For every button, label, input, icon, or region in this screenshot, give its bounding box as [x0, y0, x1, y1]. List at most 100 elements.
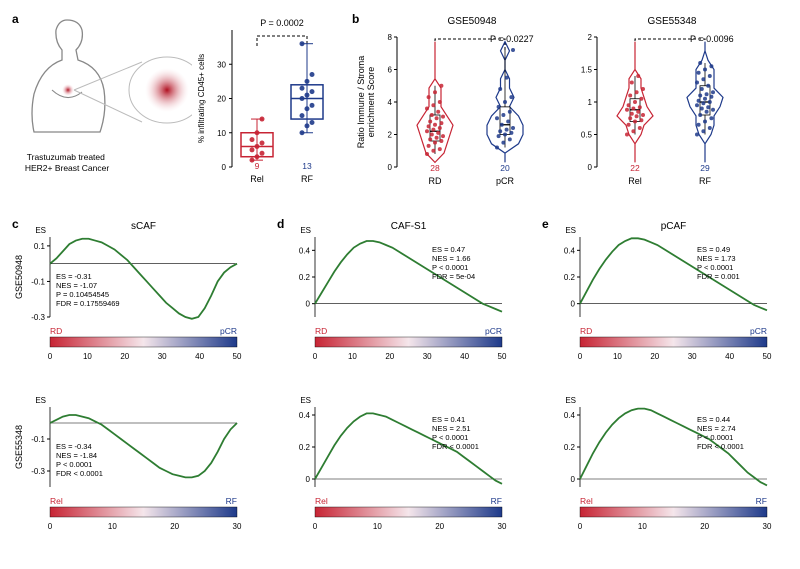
svg-text:10: 10	[348, 352, 357, 361]
svg-text:0.4: 0.4	[299, 411, 311, 420]
svg-text:P < 0.0001: P < 0.0001	[432, 433, 468, 442]
svg-text:40: 40	[195, 352, 204, 361]
svg-text:-0.1: -0.1	[31, 277, 45, 286]
svg-text:30: 30	[688, 352, 697, 361]
svg-text:ES: ES	[300, 396, 311, 405]
svg-text:40: 40	[460, 352, 469, 361]
svg-text:4: 4	[388, 98, 393, 107]
svg-text:0.2: 0.2	[564, 273, 576, 282]
svg-text:28: 28	[430, 163, 440, 173]
svg-text:10: 10	[613, 352, 622, 361]
svg-text:CAF-S1: CAF-S1	[391, 221, 427, 232]
svg-text:P = 0.10454545: P = 0.10454545	[56, 290, 109, 299]
svg-text:pCR: pCR	[496, 176, 515, 186]
svg-text:pCAF: pCAF	[661, 221, 687, 232]
svg-text:enrichment Score: enrichment Score	[366, 67, 376, 138]
svg-text:6: 6	[388, 66, 393, 75]
svg-text:FDR = 5e-04: FDR = 5e-04	[432, 272, 475, 281]
svg-text:Ratio Immune / Stroma: Ratio Immune / Stroma	[356, 56, 366, 149]
svg-text:GSE55348: GSE55348	[14, 425, 24, 469]
svg-text:22: 22	[630, 163, 640, 173]
svg-text:Rel: Rel	[50, 496, 63, 506]
violin-gse55348: GSE5534800.511.52P = 0.009622Rel29RF	[552, 12, 752, 197]
svg-text:RF: RF	[756, 496, 767, 506]
svg-text:20: 20	[120, 352, 129, 361]
svg-text:0.5: 0.5	[581, 131, 593, 140]
svg-text:40: 40	[725, 352, 734, 361]
svg-text:1.5: 1.5	[581, 66, 593, 75]
svg-text:FDR < 0.0001: FDR < 0.0001	[697, 442, 744, 451]
svg-text:0: 0	[578, 352, 583, 361]
svg-text:13: 13	[302, 161, 312, 171]
caption-line1: Trastuzumab treated	[27, 152, 105, 162]
svg-text:RF: RF	[699, 176, 711, 186]
panel-b: b GSE5094802468Ratio Immune / Stromaenri…	[352, 12, 772, 197]
svg-text:30: 30	[217, 60, 226, 69]
caption-line2: HER2+ Breast Cancer	[25, 163, 109, 173]
svg-text:ES = 0.47: ES = 0.47	[432, 245, 465, 254]
svg-text:0: 0	[588, 163, 593, 172]
svg-text:GSE50948: GSE50948	[448, 16, 497, 27]
svg-text:FDR = 0.17559469: FDR = 0.17559469	[56, 299, 120, 308]
svg-text:ES: ES	[565, 226, 576, 235]
svg-text:0: 0	[571, 475, 576, 484]
svg-text:sCAF: sCAF	[131, 221, 156, 232]
svg-text:RD: RD	[580, 326, 592, 336]
svg-text:RD: RD	[315, 326, 327, 336]
svg-text:Rel: Rel	[580, 496, 593, 506]
top-row: a	[12, 12, 788, 197]
svg-text:pCR: pCR	[750, 326, 767, 336]
svg-text:RF: RF	[491, 496, 502, 506]
svg-text:RD: RD	[50, 326, 62, 336]
svg-text:NES = 1.73: NES = 1.73	[697, 254, 736, 263]
svg-text:0: 0	[222, 163, 227, 172]
svg-text:Rel: Rel	[628, 176, 642, 186]
svg-text:0.2: 0.2	[299, 273, 311, 282]
svg-text:0.4: 0.4	[564, 246, 576, 255]
svg-text:NES = 2.74: NES = 2.74	[697, 424, 736, 433]
svg-text:0: 0	[571, 300, 576, 309]
figure: a	[12, 12, 788, 542]
svg-text:P < 0.0001: P < 0.0001	[432, 263, 468, 272]
svg-text:P = 0.0002: P = 0.0002	[260, 18, 304, 28]
svg-text:0: 0	[306, 300, 311, 309]
svg-text:ES = 0.49: ES = 0.49	[697, 245, 730, 254]
anatomy-diagram: Trastuzumab treated HER2+ Breast Cancer	[12, 12, 192, 197]
svg-text:29: 29	[700, 163, 710, 173]
panel-label-d: d	[277, 217, 284, 231]
svg-text:ES = -0.31: ES = -0.31	[56, 272, 92, 281]
gsea-row-2: ES-0.3-0.1ES = -0.34NES = -1.84P < 0.000…	[12, 387, 788, 542]
svg-text:FDR < 0.0001: FDR < 0.0001	[432, 442, 479, 451]
svg-text:0.1: 0.1	[34, 242, 46, 251]
svg-text:20: 20	[385, 352, 394, 361]
svg-text:NES = 2.51: NES = 2.51	[432, 424, 471, 433]
svg-text:NES = -1.84: NES = -1.84	[56, 451, 97, 460]
svg-text:P < 0.0001: P < 0.0001	[697, 263, 733, 272]
gsea-block: sCAFES-0.3-0.10.1ES = -0.31NES = -1.07P …	[12, 217, 788, 542]
panel-a: a	[12, 12, 352, 197]
svg-text:1: 1	[588, 98, 593, 107]
svg-text:50: 50	[763, 352, 772, 361]
svg-text:0.4: 0.4	[564, 411, 576, 420]
gsea-row-1: sCAFES-0.3-0.10.1ES = -0.31NES = -1.07P …	[12, 217, 788, 372]
svg-text:RF: RF	[301, 174, 313, 184]
svg-text:ES: ES	[300, 226, 311, 235]
svg-text:50: 50	[233, 352, 242, 361]
svg-text:30: 30	[423, 352, 432, 361]
svg-text:8: 8	[388, 33, 393, 42]
svg-text:ES: ES	[35, 396, 46, 405]
svg-text:% infiltrating CD45+ cells: % infiltrating CD45+ cells	[197, 54, 206, 143]
svg-text:P = 0.0227: P = 0.0227	[490, 34, 534, 44]
svg-text:20: 20	[500, 163, 510, 173]
svg-text:ES = 0.41: ES = 0.41	[432, 415, 465, 424]
svg-text:RD: RD	[429, 176, 442, 186]
svg-text:GSE55348: GSE55348	[648, 16, 697, 27]
svg-text:-0.3: -0.3	[31, 467, 45, 476]
svg-text:Rel: Rel	[315, 496, 328, 506]
svg-text:Trastuzumab treated: Trastuzumab treated HER2+ Breast Cancer	[25, 152, 109, 173]
svg-text:9: 9	[255, 161, 260, 171]
svg-text:0: 0	[306, 475, 311, 484]
svg-text:0: 0	[388, 163, 393, 172]
svg-text:10: 10	[217, 129, 226, 138]
svg-text:FDR = 0.001: FDR = 0.001	[697, 272, 740, 281]
